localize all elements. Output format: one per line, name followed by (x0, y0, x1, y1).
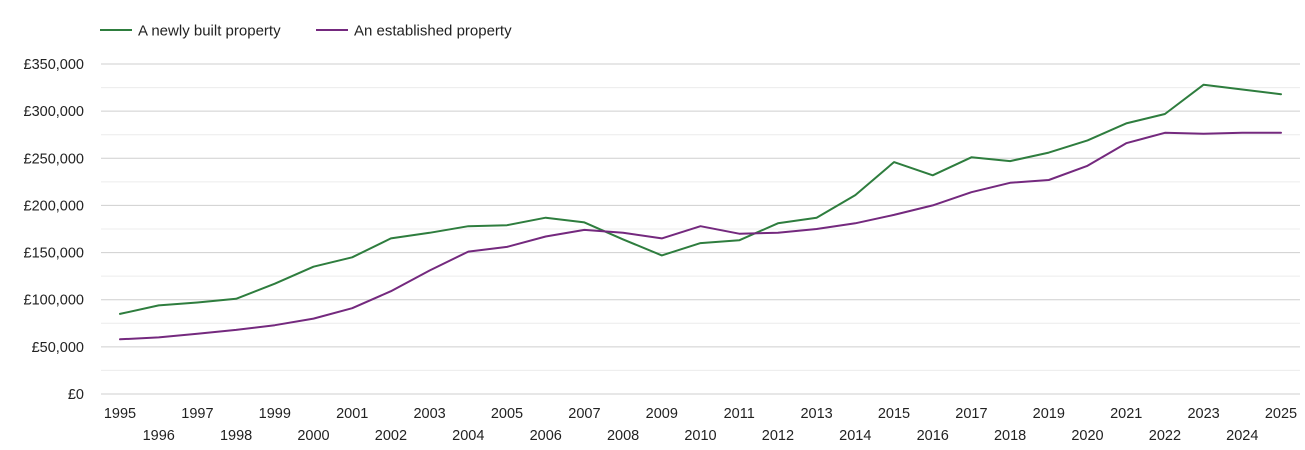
x-tick-label: 2023 (1187, 406, 1219, 422)
x-tick-label: 2013 (800, 406, 832, 422)
x-tick-label: 2017 (955, 406, 987, 422)
x-tick-label: 2002 (375, 428, 407, 444)
x-tick-label: 2000 (297, 428, 329, 444)
series-lines (119, 83, 1282, 341)
legend-item-established: An established property (316, 23, 512, 40)
legend-label-established: An established property (354, 23, 512, 40)
x-tick-label: 2015 (878, 406, 910, 422)
x-tick-label: 2001 (336, 406, 368, 422)
x-tick-label: 2018 (994, 428, 1026, 444)
y-tick-label: £200,000 (24, 198, 84, 214)
x-tick-label: 2011 (724, 406, 755, 422)
x-tick-label: 2022 (1149, 428, 1181, 444)
x-tick-label: 2010 (684, 428, 716, 444)
y-tick-label: £350,000 (24, 57, 84, 73)
y-axis: £0 £50,000 £100,000 £150,000 £200,000 £250,00… (24, 57, 84, 403)
y-tick-label: £100,000 (24, 293, 84, 309)
y-tick-label: £0 (68, 387, 84, 403)
series-line-newly-built (119, 83, 1282, 315)
x-tick-label: 1997 (181, 406, 213, 422)
x-tick-label: 2008 (607, 428, 639, 444)
x-tick-label: 2019 (1033, 406, 1065, 422)
x-tick-label: 2020 (1071, 428, 1103, 444)
x-tick-label: 1998 (220, 428, 252, 444)
x-tick-label: 2021 (1110, 406, 1142, 422)
legend-item-newly-built: A newly built property (100, 23, 281, 40)
y-tick-label: £300,000 (24, 104, 84, 120)
x-tick-label: 2024 (1226, 428, 1258, 444)
x-tick-label: 2009 (646, 406, 678, 422)
series-line-established (119, 131, 1282, 341)
y-tick-label: £50,000 (32, 340, 84, 356)
x-tick-label: 1996 (143, 428, 175, 444)
x-tick-label: 2005 (491, 406, 523, 422)
x-tick-label: 2004 (452, 428, 484, 444)
x-tick-label: 2006 (530, 428, 562, 444)
y-tick-label: £250,000 (24, 151, 84, 167)
x-tick-label: 1999 (259, 406, 291, 422)
x-tick-label: 2025 (1265, 406, 1297, 422)
x-tick-label: 2016 (917, 428, 949, 444)
gridlines (101, 63, 1300, 395)
y-tick-label: £150,000 (24, 246, 84, 262)
x-tick-label: 2003 (413, 406, 445, 422)
x-tick-label: 2007 (568, 406, 600, 422)
x-tick-label: 1995 (104, 406, 136, 422)
x-tick-label: 2014 (839, 428, 871, 444)
x-tick-label: 2012 (762, 428, 794, 444)
legend: A newly built property An established pr… (100, 23, 512, 40)
x-axis: 1995 1996 1997 1998 1999 2000 2001 2002 2003 2004… (104, 406, 1297, 444)
legend-label-newly-built: A newly built property (138, 23, 281, 40)
